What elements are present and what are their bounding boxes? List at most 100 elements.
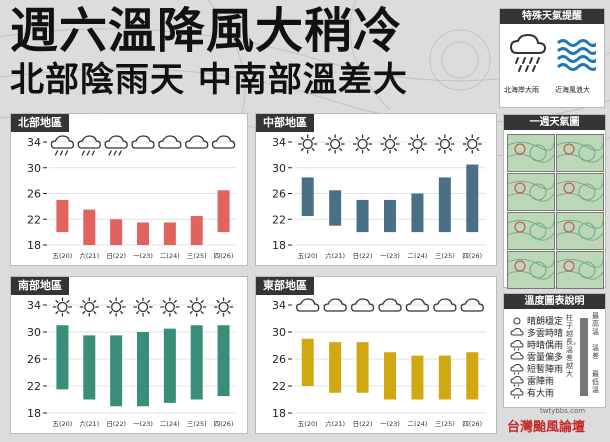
x-tick-label: 二(24) — [160, 252, 180, 260]
y-tick-label: 26 — [272, 353, 286, 366]
y-tick-label: 34 — [272, 299, 286, 312]
x-tick-label: 日(22) — [106, 252, 126, 260]
rain-icon — [104, 135, 128, 156]
weekly-map-panel: 一週天氣圖 — [503, 114, 606, 289]
legend-bar-caption-mid: 溫差 — [592, 344, 599, 360]
temperature-bar — [190, 325, 203, 400]
legend-item: 短暫陣雨 — [510, 362, 563, 375]
x-tick-label: 六(21) — [325, 251, 345, 260]
x-tick-label: 四(26) — [462, 252, 482, 260]
sunny-icon — [352, 134, 373, 154]
x-tick-label: 五(20) — [298, 252, 318, 260]
sunrain-weather-icon — [510, 339, 524, 351]
cloudy-icon — [323, 298, 347, 312]
sunny-icon — [160, 297, 180, 317]
sunny-icon — [106, 297, 126, 317]
temperature-bar — [411, 193, 424, 233]
sunny-icon — [462, 134, 482, 154]
cloudy-icon — [405, 298, 430, 312]
y-tick-label: 22 — [272, 380, 286, 393]
sunny-weather-icon — [513, 317, 521, 324]
legend-bar-caption-left: 柱子越長，溫差越大 — [566, 314, 580, 378]
cloudy-icon — [131, 135, 155, 149]
cloudy-weather-icon — [510, 351, 524, 359]
footer-url: twtybbs.com — [540, 407, 586, 415]
legend-item: 雲量偏多 — [510, 350, 563, 363]
legend-item: 雷陣雨 — [510, 374, 554, 387]
legend-item-label: 多雲時晴 — [527, 329, 564, 339]
chart-title-south: 南部地區 — [11, 277, 69, 295]
sunny-icon — [213, 297, 234, 317]
legend-item-label: 短暫陣雨 — [527, 365, 564, 375]
sunny-icon — [52, 297, 73, 317]
x-tick-label: 日(22) — [106, 420, 126, 428]
chart-panel-north: 北部地區 18 22 26 30 34 五(20) 六(21) 日(22) 一(23) 二(24)… — [10, 113, 248, 266]
footer-logo: 台灣颱風論壇 — [507, 420, 586, 435]
y-tick-label: 34 — [272, 136, 286, 149]
legend-item-label: 雲量偏多 — [527, 353, 564, 363]
partly-weather-icon — [510, 327, 524, 335]
temperature-bar — [217, 325, 230, 397]
temperature-bar — [301, 338, 314, 386]
cloudy-icon — [296, 298, 320, 312]
weekly-map-title: 一週天氣圖 — [504, 115, 605, 130]
temperature-bar — [466, 352, 479, 400]
temperature-bar — [438, 355, 451, 400]
temperature-bar — [438, 177, 451, 233]
y-tick-label: 18 — [272, 239, 286, 252]
legend-item-label: 雷陣雨 — [527, 377, 555, 387]
y-tick-label: 34 — [27, 299, 41, 312]
sunny-icon — [79, 297, 99, 317]
temperature-bar — [110, 335, 123, 407]
legend-item: 有大雨 — [510, 386, 554, 399]
sunny-icon — [187, 297, 207, 317]
legend-item-label: 晴朗穩定 — [527, 317, 564, 327]
weather-map-thumbnail — [507, 212, 555, 250]
x-tick-label: 五(20) — [53, 420, 73, 428]
weather-map-thumbnail — [556, 212, 604, 250]
chart-south: 18 22 26 30 34 五(20) 六(21) 日(22) 一(23) 二(24) 三(25)… — [27, 297, 237, 428]
x-tick-label: 日(22) — [353, 420, 373, 428]
sunny-icon — [435, 134, 455, 154]
y-tick-label: 30 — [27, 326, 41, 339]
y-tick-label: 18 — [27, 239, 41, 252]
sunny-icon — [380, 134, 400, 154]
temperature-bar — [83, 209, 96, 245]
legend-panel: 溫度圖表說明 晴朗穩定 多雲時晴 時晴偶雨 雲量偏多 短暫陣雨 雷陣雨 有大雨 柱子越長，溫… — [503, 293, 606, 408]
chart-panel-central: 中部地區 18 22 26 30 34 五(20) 六(21) 日(22) 一(23) 二(24)… — [255, 113, 497, 266]
special-item-label-2: 近海風浪大 — [555, 86, 590, 94]
y-tick-label: 26 — [27, 188, 41, 201]
legend-item-label: 有大雨 — [527, 389, 555, 399]
sunny-icon — [133, 297, 153, 317]
y-tick-label: 30 — [272, 162, 286, 175]
temperature-bar — [329, 342, 342, 393]
temperature-bar — [56, 199, 69, 233]
sunny-icon — [325, 134, 345, 154]
y-tick-label: 18 — [27, 407, 41, 420]
y-tick-label: 30 — [27, 162, 41, 175]
temperature-bar — [411, 355, 424, 400]
x-tick-label: 二(24) — [160, 420, 180, 428]
temperature-bar — [356, 342, 369, 393]
x-tick-label: 五(20) — [298, 420, 318, 428]
x-tick-label: 三(25) — [435, 420, 455, 428]
temperature-bar — [217, 190, 230, 233]
sunny-icon — [407, 134, 428, 154]
x-tick-label: 一(23) — [380, 420, 400, 428]
x-tick-label: 六(21) — [79, 419, 99, 428]
temperature-bar — [137, 222, 149, 245]
y-tick-label: 34 — [27, 136, 41, 149]
x-tick-label: 三(25) — [187, 252, 207, 260]
temperature-bar — [466, 164, 479, 233]
chart-east: 18 22 26 30 34 五(20) 六(21) 日(22) 一(23) 二(24) 三(25)… — [272, 298, 486, 428]
x-tick-label: 四(26) — [462, 420, 482, 428]
rain-icon — [50, 135, 75, 156]
weather-map-thumbnail — [556, 251, 604, 289]
headline-line2: 北部陰雨天 中南部溫差大 — [10, 60, 408, 100]
cloudy-icon — [158, 135, 182, 149]
temperature-bar — [163, 328, 176, 403]
shower-weather-icon — [510, 363, 524, 375]
legend-item: 多雲時晴 — [510, 326, 563, 339]
cloudy-icon — [378, 298, 402, 312]
chart-panel-south: 南部地區 18 22 26 30 34 五(20) 六(21) 日(22) 一(23) 二(24)… — [10, 276, 248, 434]
